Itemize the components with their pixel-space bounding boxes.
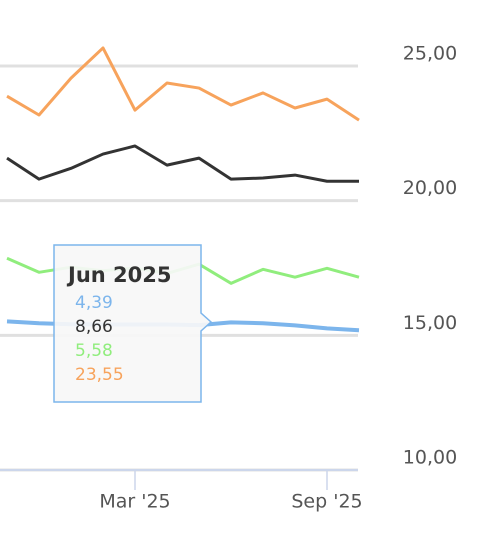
tooltip-value: 8,66 — [75, 317, 113, 337]
tooltip-value: 23,55 — [75, 365, 124, 385]
x-tick-label: Mar '25 — [99, 491, 170, 513]
x-tick-label: Sep '25 — [291, 491, 362, 513]
series-line — [6, 144, 359, 183]
tooltip-value: 5,58 — [75, 341, 113, 361]
series-line — [6, 46, 360, 122]
tooltip-value: 4,39 — [75, 293, 113, 313]
y-tick-label: 20,00 — [403, 177, 457, 199]
tooltip: Jun 2025 4,39 8,66 5,58 23,55 — [53, 244, 213, 403]
y-tick-label: 15,00 — [403, 312, 457, 334]
y-tick-label: 25,00 — [403, 42, 457, 64]
y-tick-label: 10,00 — [403, 447, 457, 469]
tooltip-box — [53, 244, 213, 403]
tooltip-title: Jun 2025 — [66, 263, 171, 287]
